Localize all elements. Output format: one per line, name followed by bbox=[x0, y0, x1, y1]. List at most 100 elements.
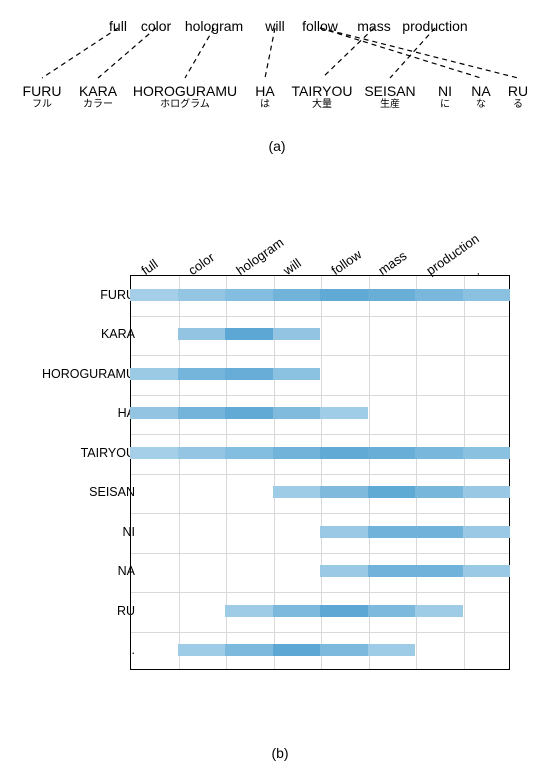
bar-seg bbox=[368, 644, 416, 656]
gridline-h-2 bbox=[131, 355, 509, 356]
bar-seg bbox=[225, 407, 273, 419]
alignment-link-2 bbox=[185, 28, 214, 78]
src-word-3: will bbox=[265, 18, 284, 34]
bar-seg bbox=[130, 289, 178, 301]
attention-bar-5 bbox=[273, 486, 511, 498]
bar-seg bbox=[320, 447, 368, 459]
tgt-japanese-8: る bbox=[508, 99, 528, 110]
bar-seg bbox=[320, 486, 368, 498]
bar-seg bbox=[368, 447, 416, 459]
bar-seg bbox=[225, 447, 273, 459]
alignment-link-5 bbox=[320, 28, 518, 78]
bar-seg bbox=[463, 526, 511, 538]
tgt-word-0: FURUフル bbox=[23, 84, 62, 110]
bar-seg bbox=[320, 289, 368, 301]
tgt-romaji-1: KARA bbox=[79, 84, 117, 99]
bar-seg bbox=[178, 407, 226, 419]
alignment-link-7 bbox=[390, 28, 435, 78]
caption-a: (a) bbox=[268, 138, 285, 154]
bar-seg bbox=[320, 565, 368, 577]
tgt-word-3: HAは bbox=[255, 84, 274, 110]
attention-bar-3 bbox=[130, 407, 368, 419]
gridline-h-3 bbox=[131, 395, 509, 396]
bar-seg bbox=[320, 526, 368, 538]
tgt-romaji-8: RU bbox=[508, 84, 528, 99]
alignment-link-4 bbox=[320, 28, 481, 78]
bar-seg bbox=[320, 644, 368, 656]
tgt-japanese-3: は bbox=[255, 99, 274, 110]
attention-bar-1 bbox=[178, 328, 321, 340]
attention-bar-6 bbox=[320, 526, 510, 538]
caption-b: (b) bbox=[271, 745, 288, 761]
row-label-6: NI bbox=[123, 525, 136, 539]
col-label-5: mass bbox=[376, 248, 410, 278]
src-word-0: full bbox=[109, 18, 127, 34]
bar-seg bbox=[178, 644, 226, 656]
tgt-word-6: NIに bbox=[438, 84, 452, 110]
gridline-h-9 bbox=[131, 632, 509, 633]
bar-seg bbox=[463, 289, 511, 301]
attention-heatmap: fullcolorhologramwillfollowmassproductio… bbox=[35, 215, 525, 760]
bar-seg bbox=[463, 565, 511, 577]
alignment-link-3 bbox=[265, 28, 275, 78]
tgt-word-2: HOROGURAMUホログラム bbox=[133, 84, 237, 110]
tgt-word-8: RUる bbox=[508, 84, 528, 110]
bar-seg bbox=[225, 289, 273, 301]
attention-bar-0 bbox=[130, 289, 510, 301]
src-word-4: follow bbox=[302, 18, 338, 34]
attention-bar-7 bbox=[320, 565, 510, 577]
gridline-h-1 bbox=[131, 316, 509, 317]
bar-seg bbox=[368, 526, 416, 538]
tgt-japanese-5: 生産 bbox=[364, 99, 415, 110]
gridline-h-8 bbox=[131, 592, 509, 593]
bar-seg bbox=[415, 526, 463, 538]
bar-seg bbox=[463, 486, 511, 498]
tgt-japanese-0: フル bbox=[23, 99, 62, 110]
bar-seg bbox=[178, 368, 226, 380]
bar-seg bbox=[273, 447, 321, 459]
tgt-japanese-6: に bbox=[438, 99, 452, 110]
bar-seg bbox=[178, 289, 226, 301]
bar-seg bbox=[415, 447, 463, 459]
row-label-1: KARA bbox=[101, 327, 135, 341]
attention-bar-4 bbox=[130, 447, 510, 459]
bar-seg bbox=[225, 605, 273, 617]
bar-seg bbox=[273, 486, 321, 498]
src-word-1: color bbox=[141, 18, 171, 34]
tgt-romaji-2: HOROGURAMU bbox=[133, 84, 237, 99]
row-label-7: NA bbox=[118, 564, 135, 578]
row-label-8: RU bbox=[117, 604, 135, 618]
bar-seg bbox=[368, 565, 416, 577]
tgt-japanese-4: 大量 bbox=[292, 99, 353, 110]
attention-bar-2 bbox=[130, 368, 320, 380]
gridline-v-7 bbox=[464, 276, 465, 669]
bar-seg bbox=[273, 328, 321, 340]
bar-seg bbox=[130, 368, 178, 380]
tgt-romaji-4: TAIRYOU bbox=[292, 84, 353, 99]
tgt-word-7: NAな bbox=[471, 84, 490, 110]
src-word-6: production bbox=[402, 18, 467, 34]
tgt-romaji-0: FURU bbox=[23, 84, 62, 99]
row-label-5: SEISAN bbox=[89, 485, 135, 499]
tgt-word-1: KARAカラー bbox=[79, 84, 117, 110]
gridline-h-7 bbox=[131, 553, 509, 554]
bar-seg bbox=[415, 565, 463, 577]
attention-bar-9 bbox=[178, 644, 416, 656]
bar-seg bbox=[225, 328, 273, 340]
bar-seg bbox=[368, 486, 416, 498]
attention-bar-8 bbox=[225, 605, 463, 617]
tgt-word-5: SEISAN生産 bbox=[364, 84, 415, 110]
bar-seg bbox=[463, 447, 511, 459]
src-word-2: hologram bbox=[185, 18, 243, 34]
row-label-9: . bbox=[132, 643, 135, 657]
bar-seg bbox=[415, 486, 463, 498]
bar-seg bbox=[225, 368, 273, 380]
tgt-japanese-2: ホログラム bbox=[133, 99, 237, 110]
bar-seg bbox=[273, 368, 321, 380]
bar-seg bbox=[178, 328, 226, 340]
col-label-6: production bbox=[423, 231, 481, 278]
row-label-2: HOROGURAMU bbox=[42, 367, 135, 381]
col-label-4: follow bbox=[328, 247, 364, 278]
bar-seg bbox=[130, 407, 178, 419]
col-label-1: color bbox=[186, 250, 218, 278]
